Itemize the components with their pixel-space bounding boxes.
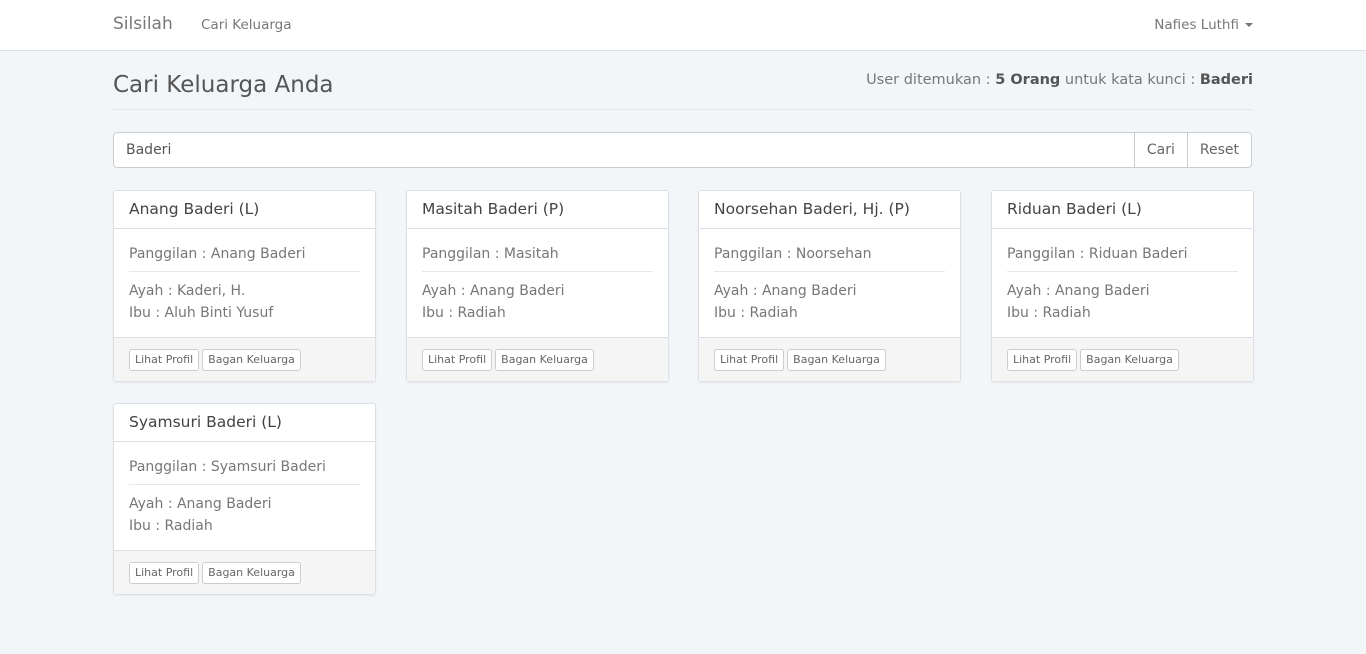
user-menu[interactable]: Nafies Luthfi [1154, 17, 1253, 33]
result-count: 5 Orang [995, 72, 1061, 88]
person-father: Ayah : Anang Baderi [422, 283, 565, 299]
family-tree-button[interactable]: Bagan Keluarga [1080, 349, 1179, 371]
person-card: Syamsuri Baderi (L) Panggilan : Syamsuri… [113, 403, 376, 595]
view-profile-button[interactable]: Lihat Profil [714, 349, 785, 371]
person-mother: Ibu : Radiah [1007, 305, 1091, 321]
person-nickname: Panggilan : Syamsuri Baderi [129, 442, 360, 485]
caret-down-icon [1245, 23, 1253, 27]
person-mother: Ibu : Radiah [129, 518, 213, 534]
person-nickname: Panggilan : Noorsehan [714, 229, 945, 272]
view-profile-button[interactable]: Lihat Profil [422, 349, 493, 371]
navbar: Silsilah Cari Keluarga Nafies Luthfi [0, 0, 1366, 51]
card-footer: Lihat Profil Bagan Keluarga [114, 337, 375, 381]
person-card: Masitah Baderi (P) Panggilan : Masitah A… [406, 190, 669, 382]
card-footer: Lihat Profil Bagan Keluarga [407, 337, 668, 381]
brand-link[interactable]: Silsilah [113, 14, 173, 34]
person-name: Anang Baderi (L) [114, 191, 375, 229]
person-father: Ayah : Anang Baderi [714, 283, 857, 299]
summary-prefix: User ditemukan : [866, 72, 996, 88]
person-name: Riduan Baderi (L) [992, 191, 1253, 229]
view-profile-button[interactable]: Lihat Profil [129, 349, 200, 371]
person-father: Ayah : Anang Baderi [129, 496, 272, 512]
summary-keyword: Baderi [1199, 72, 1253, 88]
person-card: Riduan Baderi (L) Panggilan : Riduan Bad… [991, 190, 1254, 382]
reset-button[interactable]: Reset [1186, 132, 1252, 168]
family-tree-button[interactable]: Bagan Keluarga [202, 562, 301, 584]
card-body: Panggilan : Noorsehan Ayah : Anang Bader… [699, 229, 960, 337]
card-body: Panggilan : Riduan Baderi Ayah : Anang B… [992, 229, 1253, 337]
card-body: Panggilan : Anang Baderi Ayah : Kaderi, … [114, 229, 375, 337]
page-title: Cari Keluarga Anda [113, 72, 334, 98]
person-mother: Ibu : Radiah [714, 305, 798, 321]
card-body: Panggilan : Masitah Ayah : Anang Baderi I… [407, 229, 668, 337]
person-nickname: Panggilan : Riduan Baderi [1007, 229, 1238, 272]
person-card: Anang Baderi (L) Panggilan : Anang Bader… [113, 190, 376, 382]
person-father: Ayah : Anang Baderi [1007, 283, 1150, 299]
page-header: Cari Keluarga Anda User ditemukan : 5 Or… [113, 70, 1253, 110]
family-tree-button[interactable]: Bagan Keluarga [495, 349, 594, 371]
person-name: Masitah Baderi (P) [407, 191, 668, 229]
view-profile-button[interactable]: Lihat Profil [129, 562, 200, 584]
person-mother: Ibu : Aluh Binti Yusuf [129, 305, 274, 321]
card-footer: Lihat Profil Bagan Keluarga [114, 550, 375, 594]
search-button[interactable]: Cari [1133, 132, 1188, 168]
search-form: Cari Reset [113, 132, 1252, 168]
family-tree-button[interactable]: Bagan Keluarga [787, 349, 886, 371]
summary-mid: untuk kata kunci : [1060, 72, 1200, 88]
person-nickname: Panggilan : Masitah [422, 229, 653, 272]
nav-link-cari-keluarga[interactable]: Cari Keluarga [201, 17, 292, 33]
search-input[interactable] [113, 132, 1135, 168]
person-card: Noorsehan Baderi, Hj. (P) Panggilan : No… [698, 190, 961, 382]
card-footer: Lihat Profil Bagan Keluarga [699, 337, 960, 381]
person-name: Syamsuri Baderi (L) [114, 404, 375, 442]
person-father: Ayah : Kaderi, H. [129, 283, 246, 299]
user-name: Nafies Luthfi [1154, 17, 1239, 33]
person-name: Noorsehan Baderi, Hj. (P) [699, 191, 960, 229]
card-body: Panggilan : Syamsuri Baderi Ayah : Anang… [114, 442, 375, 550]
search-summary: User ditemukan : 5 Orang untuk kata kunc… [866, 72, 1253, 88]
person-nickname: Panggilan : Anang Baderi [129, 229, 360, 272]
family-tree-button[interactable]: Bagan Keluarga [202, 349, 301, 371]
person-mother: Ibu : Radiah [422, 305, 506, 321]
view-profile-button[interactable]: Lihat Profil [1007, 349, 1078, 371]
card-footer: Lihat Profil Bagan Keluarga [992, 337, 1253, 381]
